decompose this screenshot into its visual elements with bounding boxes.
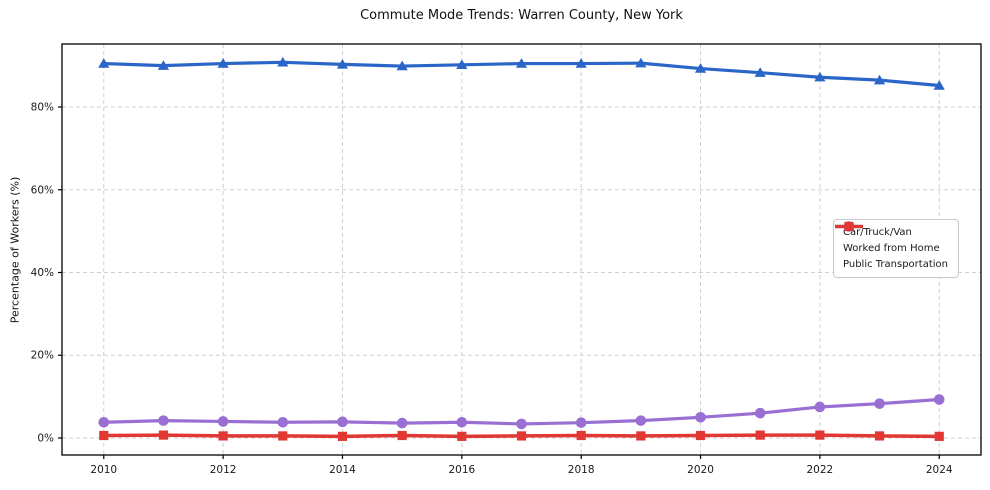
triangle-marker xyxy=(814,71,826,82)
y-tick-label: 40% xyxy=(31,267,54,279)
square-marker xyxy=(158,430,169,440)
legend-item-public-transportation: Public Transportation xyxy=(835,221,948,270)
legend-label: Worked from Home xyxy=(843,243,940,254)
circle-marker xyxy=(933,394,945,405)
chart-title: Commute Mode Trends: Warren County, New … xyxy=(360,8,683,23)
triangle-marker xyxy=(396,60,408,71)
circle-marker xyxy=(456,416,468,428)
x-tick-label: 2012 xyxy=(210,464,237,476)
triangle-marker xyxy=(277,56,289,67)
square-marker xyxy=(457,431,467,441)
triangle-marker xyxy=(336,58,349,69)
square-marker xyxy=(755,430,765,440)
circle-marker xyxy=(98,416,110,428)
triangle-marker xyxy=(933,80,945,90)
circle-marker xyxy=(277,416,289,428)
circle-marker xyxy=(396,417,408,429)
x-tick-label: 2014 xyxy=(329,464,356,476)
square-marker xyxy=(844,221,854,232)
square-marker xyxy=(695,430,706,441)
triangle-marker xyxy=(754,67,766,77)
square-marker xyxy=(218,431,228,441)
legend-swatch-square-icon xyxy=(835,221,863,232)
square-marker xyxy=(636,431,646,441)
y-tick-label: 60% xyxy=(31,184,54,196)
y-tick-label: 20% xyxy=(31,350,54,362)
triangle-marker xyxy=(98,58,110,68)
y-tick-label: 0% xyxy=(37,432,54,444)
triangle-marker xyxy=(515,58,528,68)
triangle-marker xyxy=(157,60,170,70)
square-marker xyxy=(576,430,586,441)
circle-marker xyxy=(635,415,647,426)
x-tick-label: 2016 xyxy=(448,464,475,476)
x-tick-label: 2024 xyxy=(926,464,953,476)
series-worked-from-home xyxy=(98,394,945,430)
square-marker xyxy=(99,430,109,441)
circle-marker xyxy=(874,398,885,409)
triangle-marker xyxy=(217,58,229,68)
triangle-marker xyxy=(456,59,468,70)
legend-item-worked-from-home: Worked from Home xyxy=(835,221,948,254)
series-car-truck-van xyxy=(98,56,945,90)
circle-marker xyxy=(695,412,706,423)
x-tick-label: 2010 xyxy=(90,464,117,476)
circle-marker xyxy=(575,417,587,428)
legend-label: Car/Truck/Van xyxy=(843,227,912,238)
tick-labels: 2010 2012 2014 2016 2018 2020 2022 2024 0% 20% 40%… xyxy=(31,102,953,476)
triangle-marker xyxy=(575,58,587,68)
circle-marker xyxy=(814,401,826,413)
triangle-marker xyxy=(873,74,886,85)
x-tick-label: 2018 xyxy=(568,464,595,476)
legend: Car/Truck/Van Worked from Home Public Tran… xyxy=(833,219,959,278)
plot-border xyxy=(61,43,982,456)
triangle-marker xyxy=(635,57,647,68)
circle-marker xyxy=(217,416,229,427)
square-marker xyxy=(815,430,825,440)
x-tick-label: 2022 xyxy=(807,464,834,476)
circle-marker xyxy=(516,418,527,430)
legend-label: Public Transportation xyxy=(843,259,948,270)
y-tick-label: 80% xyxy=(31,102,54,114)
square-marker xyxy=(397,430,407,441)
circle-marker xyxy=(158,415,169,426)
square-marker xyxy=(874,431,885,441)
circle-marker xyxy=(337,416,348,428)
series-public-transportation xyxy=(99,430,944,441)
circle-marker xyxy=(754,407,766,419)
tick-marks xyxy=(58,106,940,459)
square-marker xyxy=(337,431,348,441)
square-marker xyxy=(516,431,527,441)
x-tick-label: 2020 xyxy=(687,464,714,476)
triangle-marker xyxy=(694,63,707,73)
square-marker xyxy=(934,431,944,441)
square-marker xyxy=(278,431,288,441)
